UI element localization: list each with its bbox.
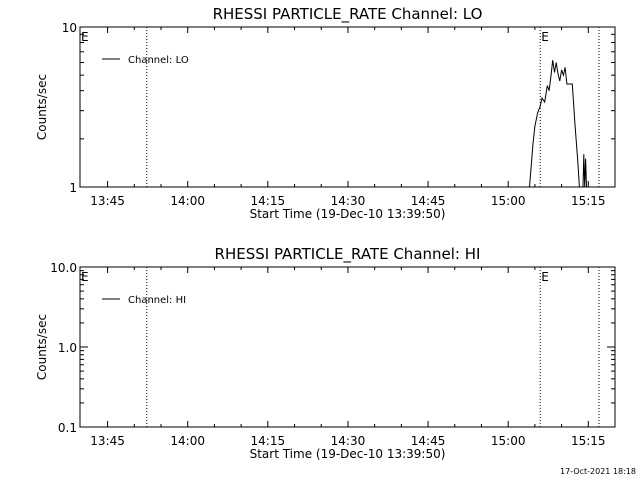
panel-2-event-flag-label: E — [541, 270, 549, 284]
panel-2-x-tick-label: 14:45 — [411, 434, 446, 448]
panel-1-x-tick-label: 14:00 — [170, 194, 205, 208]
panel-1-plot-frame — [79, 26, 616, 188]
panel-2-y-axis-label: Counts/sec — [35, 314, 49, 380]
panel-2-y-tick-label: 0.1 — [58, 421, 77, 435]
panel-2-x-tick-label: 13:45 — [90, 434, 125, 448]
panel-2-plot-frame — [79, 266, 616, 428]
panel-1-start-flag-label: E — [81, 30, 89, 44]
panel-1-legend-entry: Channel: LO — [128, 55, 189, 66]
panel-1-y-tick-label: 1 — [69, 181, 77, 195]
panel-1-x-axis-label: Start Time (19-Dec-10 13:39:50) — [250, 207, 446, 221]
panel-2-x-tick-label: 15:00 — [491, 434, 526, 448]
panel-2-x-tick-label: 14:30 — [331, 434, 366, 448]
panel-1-x-tick-label: 14:30 — [331, 194, 366, 208]
panel-2-y-tick-label: 10.0 — [50, 261, 77, 275]
panel-2-x-tick-label: 14:15 — [251, 434, 286, 448]
panel-1-y-axis-label: Counts/sec — [35, 74, 49, 140]
panel-1-series-line — [529, 60, 587, 188]
panel-2-x-tick-label: 14:00 — [170, 434, 205, 448]
panel-1-event-flag-label: E — [541, 30, 549, 44]
panel-2-y-tick-label: 1.0 — [58, 341, 77, 355]
panel-2-start-flag-label: E — [81, 270, 89, 284]
panel-1-x-tick-label: 14:45 — [411, 194, 446, 208]
panel-2-legend-entry: Channel: HI — [128, 295, 186, 306]
panel-2-chart-title: RHESSI PARTICLE_RATE Channel: HI — [215, 245, 481, 264]
footer-timestamp: 17-Oct-2021 18:18 — [560, 467, 636, 476]
panel-1-x-tick-label: 13:45 — [90, 194, 125, 208]
panel-1-x-tick-label: 15:15 — [571, 194, 606, 208]
panel-1-y-tick-label: 10 — [62, 21, 77, 35]
panel-2-x-axis-label: Start Time (19-Dec-10 13:39:50) — [250, 447, 446, 461]
panel-1-x-tick-label: 14:15 — [251, 194, 286, 208]
panel-2-x-tick-label: 15:15 — [571, 434, 606, 448]
panel-1-chart-title: RHESSI PARTICLE_RATE Channel: LO — [213, 5, 483, 24]
panel-1-x-tick-label: 15:00 — [491, 194, 526, 208]
